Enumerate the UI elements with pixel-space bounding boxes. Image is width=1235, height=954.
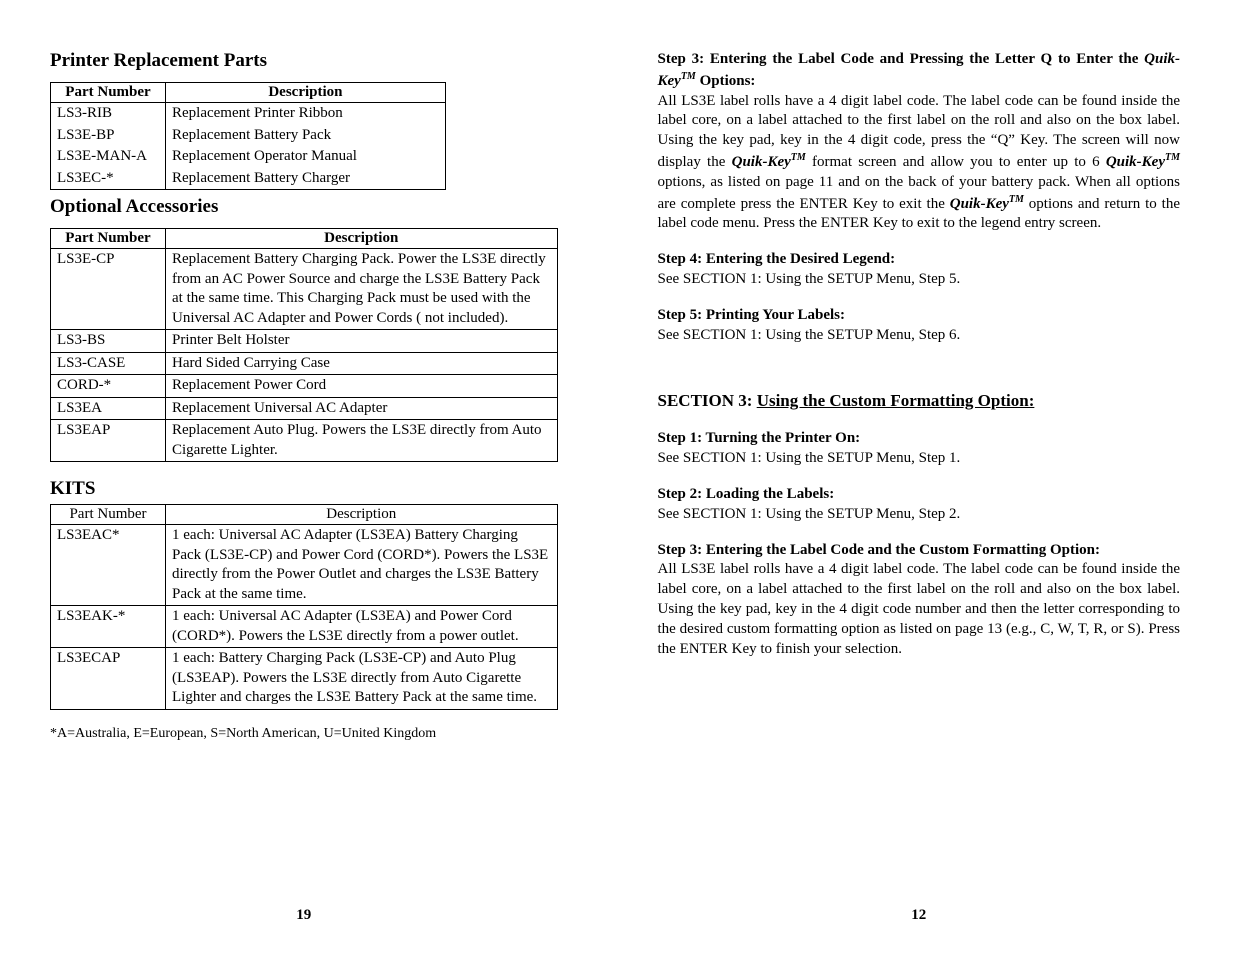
step3-block: Step 3: Entering the Label Code and Pres… — [658, 50, 1181, 234]
s3-step2-head: Step 2: Loading the Labels: — [658, 486, 835, 502]
s3-step1-body: See SECTION 1: Using the SETUP Menu, Ste… — [658, 450, 961, 466]
parts-th-pn: Part Number — [51, 83, 166, 103]
parts-pn: LS3E-BP — [51, 125, 166, 147]
kits-pn: LS3EAC* — [51, 525, 166, 606]
acc-pn: LS3-BS — [51, 330, 166, 353]
heading-kits: KITS — [50, 478, 558, 500]
footnote: *A=Australia, E=European, S=North Americ… — [50, 726, 558, 742]
parts-pn: LS3EC-* — [51, 168, 166, 190]
acc-desc: Replacement Power Cord — [166, 375, 558, 398]
parts-desc: Replacement Battery Charger — [166, 168, 446, 190]
kits-pn: LS3EAK-* — [51, 606, 166, 648]
step4-body: See SECTION 1: Using the SETUP Menu, Ste… — [658, 271, 961, 287]
kits-desc: 1 each: Universal AC Adapter (LS3EA) Bat… — [166, 525, 558, 606]
acc-desc: Replacement Universal AC Adapter — [166, 397, 558, 420]
s3-step1-block: Step 1: Turning the Printer On: See SECT… — [658, 429, 1181, 469]
heading-accessories: Optional Accessories — [50, 196, 558, 218]
s3-step2-block: Step 2: Loading the Labels: See SECTION … — [658, 485, 1181, 525]
parts-th-desc: Description — [166, 83, 446, 103]
parts-pn: LS3-RIB — [51, 103, 166, 125]
acc-pn: LS3EAP — [51, 420, 166, 462]
acc-desc: Printer Belt Holster — [166, 330, 558, 353]
section3-title: SECTION 3: Using the Custom Formatting O… — [658, 391, 1181, 411]
step3-body: All LS3E label rolls have a 4 digit labe… — [658, 93, 1181, 232]
step5-body: See SECTION 1: Using the SETUP Menu, Ste… — [658, 327, 961, 343]
acc-pn: LS3EA — [51, 397, 166, 420]
s3-step3-body: All LS3E label rolls have a 4 digit labe… — [658, 561, 1181, 656]
parts-desc: Replacement Printer Ribbon — [166, 103, 446, 125]
kits-th-pn: Part Number — [51, 505, 166, 525]
step4-head: Step 4: Entering the Desired Legend: — [658, 251, 896, 267]
acc-th-desc: Description — [166, 229, 558, 249]
parts-desc: Replacement Battery Pack — [166, 125, 446, 147]
step4-block: Step 4: Entering the Desired Legend: See… — [658, 250, 1181, 290]
acc-pn: LS3-CASE — [51, 352, 166, 375]
step5-head: Step 5: Printing Your Labels: — [658, 307, 846, 323]
parts-table: Part Number Description LS3-RIBReplaceme… — [50, 82, 446, 190]
acc-th-pn: Part Number — [51, 229, 166, 249]
step5-block: Step 5: Printing Your Labels: See SECTIO… — [658, 306, 1181, 346]
s3-step2-body: See SECTION 1: Using the SETUP Menu, Ste… — [658, 506, 961, 522]
s3-step3-head: Step 3: Entering the Label Code and the … — [658, 542, 1101, 558]
acc-desc: Replacement Battery Charging Pack. Power… — [166, 249, 558, 330]
accessories-table: Part Number Description LS3E-CPReplaceme… — [50, 228, 558, 462]
kits-pn: LS3ECAP — [51, 648, 166, 710]
left-page: Printer Replacement Parts Part Number De… — [0, 0, 618, 954]
right-page: Step 3: Entering the Label Code and Pres… — [618, 0, 1235, 954]
acc-pn: LS3E-CP — [51, 249, 166, 330]
kits-th-desc: Description — [166, 505, 558, 525]
heading-printer-parts: Printer Replacement Parts — [50, 50, 558, 72]
page-number-right: 12 — [658, 907, 1181, 924]
s3-step3-block: Step 3: Entering the Label Code and the … — [658, 541, 1181, 660]
page-number-left: 19 — [50, 907, 558, 924]
step3-head: Step 3: Entering the Label Code and Pres… — [658, 51, 1181, 89]
parts-pn: LS3E-MAN-A — [51, 146, 166, 168]
kits-desc: 1 each: Universal AC Adapter (LS3EA) and… — [166, 606, 558, 648]
kits-table: Part Number Description LS3EAC*1 each: U… — [50, 504, 558, 710]
kits-desc: 1 each: Battery Charging Pack (LS3E-CP) … — [166, 648, 558, 710]
acc-desc: Replacement Auto Plug. Powers the LS3E d… — [166, 420, 558, 462]
acc-pn: CORD-* — [51, 375, 166, 398]
s3-step1-head: Step 1: Turning the Printer On: — [658, 430, 861, 446]
acc-desc: Hard Sided Carrying Case — [166, 352, 558, 375]
parts-desc: Replacement Operator Manual — [166, 146, 446, 168]
